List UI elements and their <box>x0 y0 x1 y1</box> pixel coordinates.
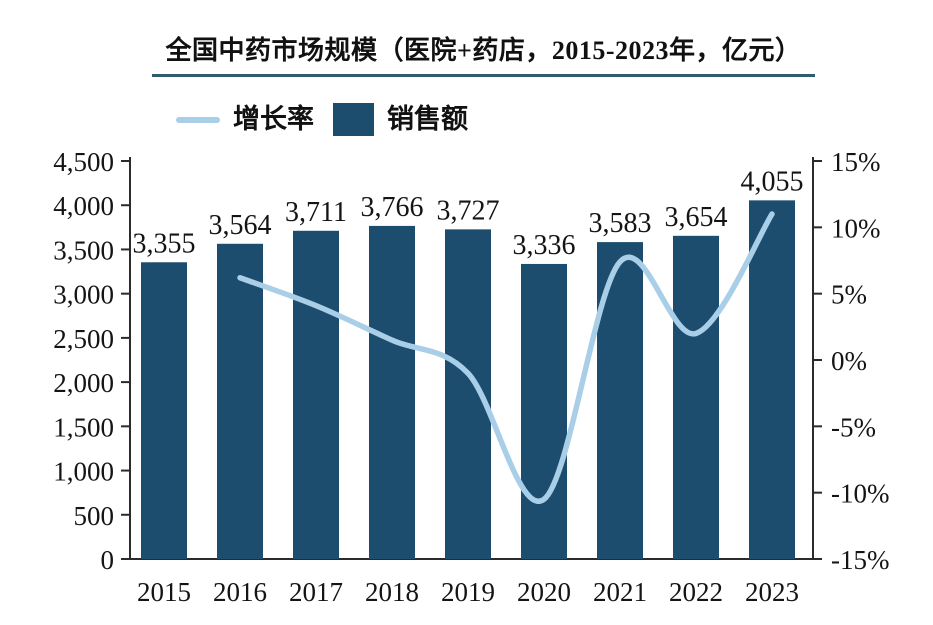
x-axis-label-2015: 2015 <box>137 577 191 607</box>
bar-value-label-2019: 3,727 <box>437 195 500 226</box>
bar-2020 <box>521 263 567 559</box>
x-axis-label-2019: 2019 <box>441 577 495 607</box>
growth-rate-line <box>237 211 775 505</box>
x-axis-label-2017: 2017 <box>289 577 343 607</box>
right-axis-tick-label: -5% <box>831 412 876 442</box>
bar-2023 <box>749 200 795 559</box>
left-axis-tick-label: 3,000 <box>53 280 114 310</box>
chart-title: 全国中药市场规模（医院+药店，2015-2023年，亿元） <box>151 30 816 77</box>
left-axis-tick-label: 1,000 <box>53 457 114 487</box>
sales-legend-label: 销售额 <box>387 104 468 134</box>
bar-value-label-2015: 3,355 <box>133 228 196 259</box>
right-axis-tick-label: -10% <box>831 479 889 509</box>
bar-2015 <box>141 262 187 559</box>
left-axis-tick-label: 2,500 <box>53 324 114 354</box>
sales-bar-legend-swatch <box>333 103 374 136</box>
bar-2017 <box>293 230 339 560</box>
left-axis-tick-label: 3,500 <box>53 235 114 265</box>
right-axis-tick-label: -15% <box>831 545 889 575</box>
right-axis-tick-label: 5% <box>831 280 867 310</box>
bar-value-label-2021: 3,583 <box>589 208 652 239</box>
chart-title-container: 全国中药市场规模（医院+药店，2015-2023年，亿元） <box>0 30 933 77</box>
right-axis-tick-label: 10% <box>831 213 881 243</box>
x-axis-label-2020: 2020 <box>517 577 571 607</box>
bar-value-label-2022: 3,654 <box>665 202 728 233</box>
bar-value-label-2016: 3,564 <box>209 210 272 241</box>
left-axis-tick-label: 500 <box>74 501 115 531</box>
left-axis-tick-label: 0 <box>101 545 115 575</box>
bar-value-label-2023: 4,055 <box>741 166 804 197</box>
x-axis-label-2016: 2016 <box>213 577 267 607</box>
bar-2018 <box>369 225 415 560</box>
bar-2016 <box>217 243 263 559</box>
x-axis-label-2022: 2022 <box>669 577 723 607</box>
bar-value-label-2017: 3,711 <box>285 197 347 228</box>
x-axis-label-2018: 2018 <box>365 577 419 607</box>
x-axis-label-2023: 2023 <box>745 577 799 607</box>
left-axis-tick-label: 4,500 <box>53 147 114 177</box>
right-axis-tick-label: 15% <box>831 147 881 177</box>
left-axis-tick-label: 4,000 <box>53 191 114 221</box>
growth-legend-label: 增长率 <box>233 104 314 134</box>
bar-value-label-2020: 3,336 <box>513 230 576 261</box>
right-axis-tick-label: 0% <box>831 346 867 376</box>
left-axis-tick-label: 2,000 <box>53 368 114 398</box>
left-axis-tick-label: 1,500 <box>53 412 114 442</box>
bar-2022 <box>673 235 719 559</box>
legend: 增长率 销售额 <box>176 103 468 136</box>
growth-line-legend-swatch <box>176 116 220 123</box>
x-axis-label-2021: 2021 <box>593 577 647 607</box>
bar-value-label-2018: 3,766 <box>361 192 424 223</box>
